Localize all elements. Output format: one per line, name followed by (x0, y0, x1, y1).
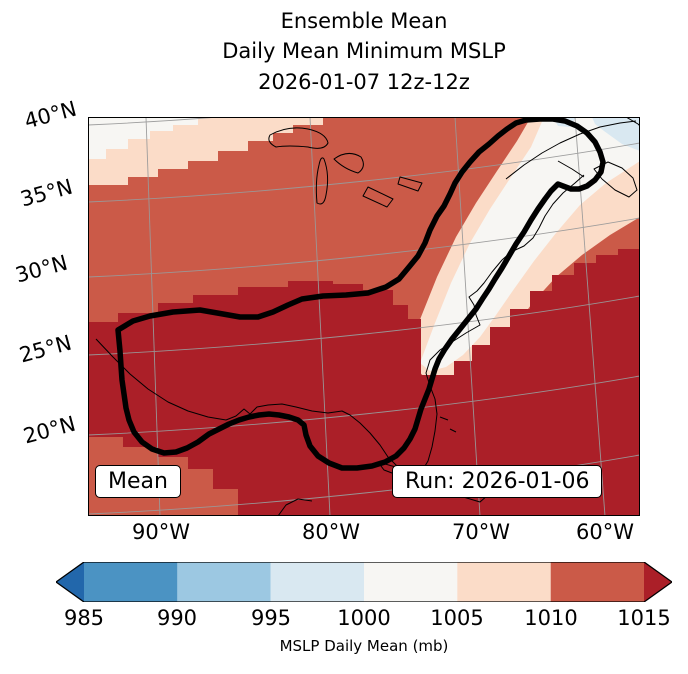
cb-tick-995: 995 (250, 606, 292, 630)
colorbar-label: MSLP Daily Mean (mb) (279, 637, 449, 655)
cb-tick-1015: 1015 (617, 606, 671, 630)
title-line-2: Daily Mean Minimum MSLP (222, 39, 506, 64)
lat-label-40n: 40°N (21, 96, 80, 134)
map-border (88, 117, 640, 516)
lon-label-70w: 70°W (452, 520, 510, 544)
bold-contour (115, 117, 606, 471)
colorbar-seg-1005-1010 (457, 562, 551, 602)
run-badge: Run: 2026-01-06 (392, 465, 603, 498)
cb-tick-1000: 1000 (337, 606, 391, 630)
cb-tick-985: 985 (63, 606, 105, 630)
field-1000-1005-nw (88, 117, 198, 159)
map-canvas (88, 117, 640, 516)
lon-label-60w: 60°W (576, 520, 634, 544)
cb-tick-990: 990 (156, 606, 198, 630)
graticule (88, 117, 640, 516)
lat-label-30n: 30°N (12, 250, 71, 288)
map-plot: Mean Run: 2026-01-06 (88, 117, 640, 516)
title-line-1: Ensemble Mean (280, 9, 448, 33)
colorbar-seg-995-1000 (270, 562, 365, 602)
title-line-3: 2026-01-07 12z-12z (258, 69, 470, 94)
colorbar-over-arrow (644, 562, 672, 602)
colorbar (54, 561, 674, 603)
colorbar-seg-1000-1005 (364, 562, 458, 602)
lat-label-20n: 20°N (20, 411, 79, 449)
cb-tick-1005: 1005 (430, 606, 484, 630)
lat-label-25n: 25°N (16, 330, 75, 368)
mean-badge: Mean (95, 465, 181, 498)
lon-label-90w: 90°W (132, 520, 190, 544)
colorbar-seg-1010-1015 (550, 562, 645, 602)
colorbar-under-arrow (56, 562, 84, 602)
field-995-1000-patch (554, 117, 640, 151)
figure-title: Ensemble Mean Daily Mean Minimum MSLP 20… (0, 6, 688, 97)
colorbar-seg-990-995 (177, 562, 271, 602)
lat-label-35n: 35°N (17, 174, 76, 212)
lon-label-80w: 80°W (302, 520, 360, 544)
cb-tick-1010: 1010 (524, 606, 578, 630)
colorbar-seg-985-990 (84, 562, 178, 602)
